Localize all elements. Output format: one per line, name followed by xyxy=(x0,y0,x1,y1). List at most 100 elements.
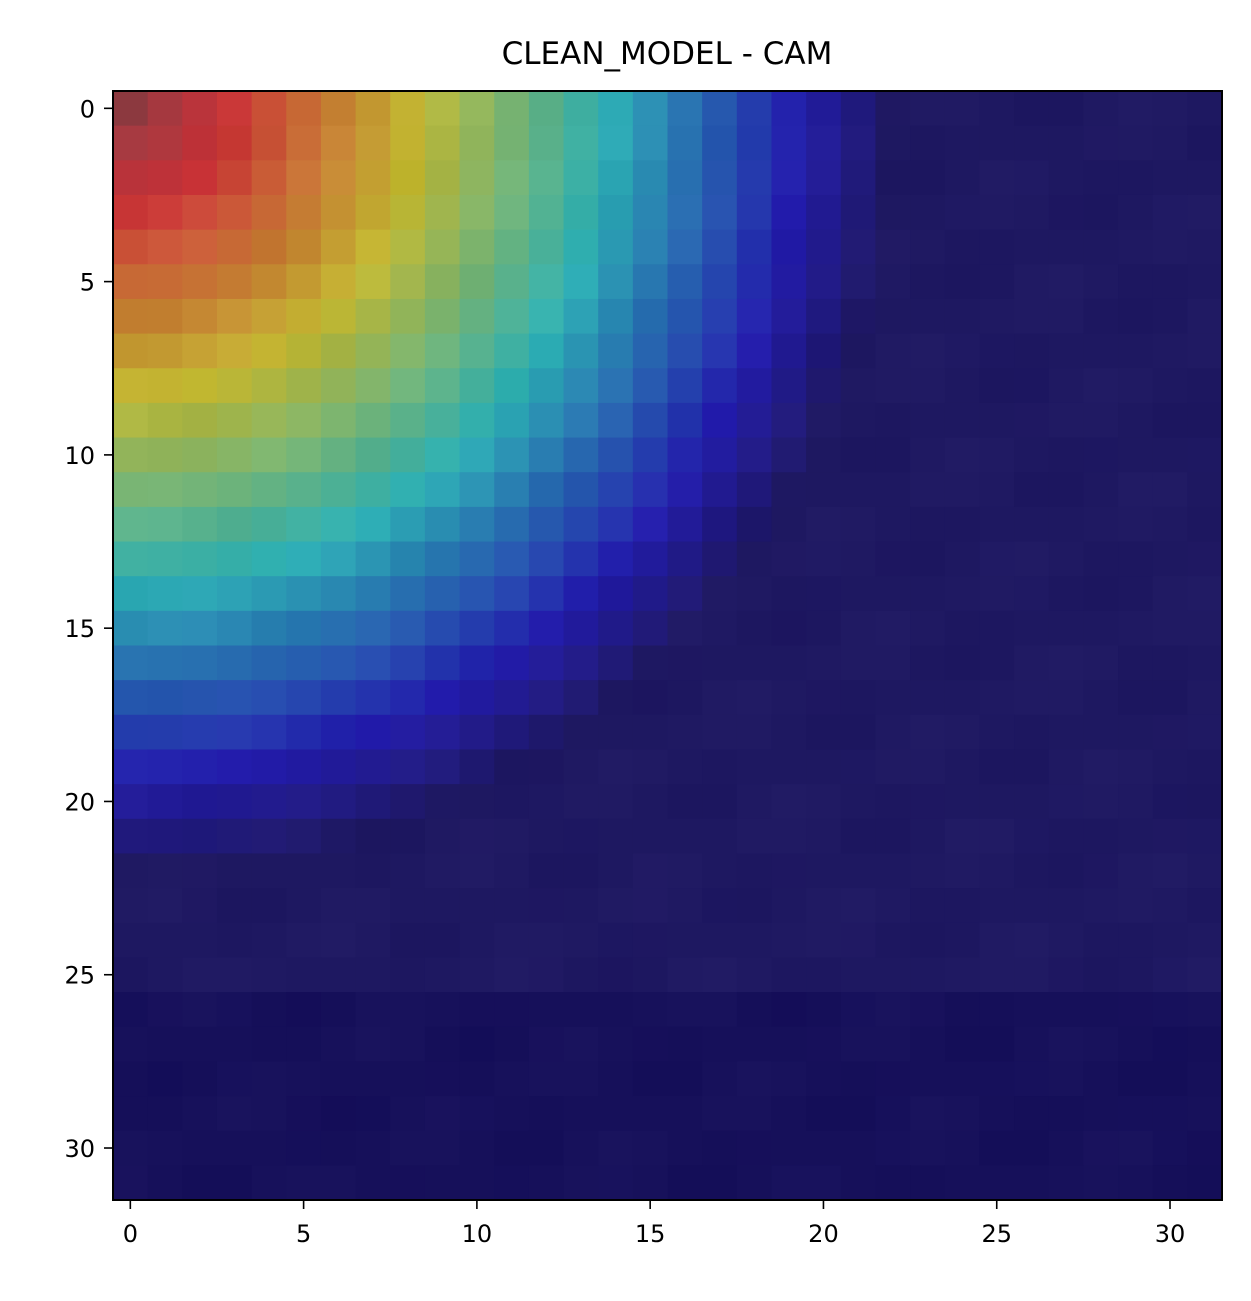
heatmap-cell-14-17 xyxy=(702,576,738,612)
heatmap-cell-19-26 xyxy=(1014,749,1050,785)
heatmap-cell-0-21 xyxy=(840,91,877,127)
heatmap-cell-22-26 xyxy=(1014,853,1050,889)
heatmap-cell-9-27 xyxy=(1048,402,1084,439)
heatmap-cell-24-29 xyxy=(1118,922,1154,959)
heatmap-cell-16-30 xyxy=(1152,645,1188,681)
heatmap-cell-24-22 xyxy=(875,922,911,959)
heatmap-cell-1-6 xyxy=(320,125,357,161)
heatmap-cell-13-8 xyxy=(390,541,426,577)
heatmap-cell-2-26 xyxy=(1014,160,1050,196)
heatmap-cell-12-17 xyxy=(702,506,738,543)
heatmap-cell-6-19 xyxy=(771,298,807,335)
heatmap-cell-23-18 xyxy=(736,888,773,924)
heatmap-cell-2-21 xyxy=(840,160,877,196)
heatmap-cell-18-23 xyxy=(910,714,946,751)
heatmap-cell-18-7 xyxy=(355,714,391,751)
heatmap-cell-12-2 xyxy=(182,506,218,543)
heatmap-cell-25-26 xyxy=(1014,957,1050,993)
heatmap-cell-10-8 xyxy=(390,437,426,473)
heatmap-cell-4-0 xyxy=(113,229,149,265)
heatmap-cell-17-0 xyxy=(113,680,149,716)
heatmap-cell-16-1 xyxy=(147,645,183,681)
heatmap-cell-18-1 xyxy=(147,714,183,751)
heatmap-cell-21-12 xyxy=(528,818,565,855)
heatmap-cell-24-4 xyxy=(251,922,287,959)
heatmap-cell-29-25 xyxy=(979,1096,1015,1132)
heatmap-cell-15-1 xyxy=(147,610,183,647)
heatmap-cell-5-14 xyxy=(598,264,634,300)
heatmap-cell-1-9 xyxy=(424,125,461,161)
heatmap-cell-20-0 xyxy=(113,784,149,820)
heatmap-cell-14-9 xyxy=(424,576,461,612)
heatmap-cell-0-14 xyxy=(598,91,634,127)
heatmap-cell-17-2 xyxy=(182,680,218,716)
heatmap-cell-31-16 xyxy=(667,1165,703,1201)
heatmap-cell-24-0 xyxy=(113,922,149,959)
heatmap-cell-13-24 xyxy=(944,541,981,577)
heatmap-cell-20-9 xyxy=(424,784,461,820)
heatmap-cell-1-21 xyxy=(840,125,877,161)
heatmap-cell-29-3 xyxy=(216,1096,253,1132)
heatmap-cell-21-27 xyxy=(1048,818,1084,855)
x-tick-label: 15 xyxy=(635,1220,666,1248)
heatmap-cell-18-24 xyxy=(944,714,981,751)
heatmap-cell-7-13 xyxy=(563,333,599,369)
heatmap-cell-0-5 xyxy=(286,91,322,127)
heatmap-cell-21-18 xyxy=(736,818,773,855)
heatmap-cell-17-9 xyxy=(424,680,461,716)
heatmap-cell-15-30 xyxy=(1152,610,1188,647)
heatmap-cell-16-27 xyxy=(1048,645,1084,681)
heatmap-cell-15-19 xyxy=(771,610,807,647)
heatmap-cell-28-6 xyxy=(320,1061,357,1097)
heatmap-cell-9-7 xyxy=(355,402,391,439)
heatmap-cell-1-14 xyxy=(598,125,634,161)
heatmap-cell-28-27 xyxy=(1048,1061,1084,1097)
heatmap-cell-0-22 xyxy=(875,91,911,127)
heatmap-cell-27-4 xyxy=(251,1026,287,1062)
heatmap-cell-27-6 xyxy=(320,1026,357,1062)
heatmap-cell-25-29 xyxy=(1118,957,1154,993)
heatmap-cell-12-24 xyxy=(944,506,981,543)
x-axis: 0 5 10 15 20 25 30 xyxy=(123,1200,1185,1248)
heatmap-cell-22-19 xyxy=(771,853,807,889)
heatmap-cell-1-18 xyxy=(736,125,773,161)
heatmap-cell-16-7 xyxy=(355,645,391,681)
heatmap-cell-19-0 xyxy=(113,749,149,785)
heatmap-cell-1-20 xyxy=(806,125,842,161)
heatmap-cell-26-12 xyxy=(528,992,565,1028)
heatmap-cell-20-16 xyxy=(667,784,703,820)
heatmap-cell-25-27 xyxy=(1048,957,1084,993)
heatmap-cell-19-13 xyxy=(563,749,599,785)
heatmap-cell-22-13 xyxy=(563,853,599,889)
heatmap-cell-2-4 xyxy=(251,160,287,196)
heatmap-cell-17-11 xyxy=(494,680,530,716)
heatmap-cell-24-27 xyxy=(1048,922,1084,959)
heatmap-cell-21-20 xyxy=(806,818,842,855)
heatmap-cell-19-7 xyxy=(355,749,391,785)
heatmap-cell-4-25 xyxy=(979,229,1015,265)
heatmap-cell-8-30 xyxy=(1152,368,1188,404)
heatmap-cell-14-13 xyxy=(563,576,599,612)
heatmap-cell-12-14 xyxy=(598,506,634,543)
heatmap-cell-30-24 xyxy=(944,1130,981,1166)
heatmap-cell-31-23 xyxy=(910,1165,946,1201)
heatmap-cell-27-26 xyxy=(1014,1026,1050,1062)
heatmap-cell-9-21 xyxy=(840,402,877,439)
y-tick-label: 10 xyxy=(64,442,95,470)
heatmap-cell-20-19 xyxy=(771,784,807,820)
heatmap-cell-12-15 xyxy=(632,506,669,543)
heatmap-cell-18-17 xyxy=(702,714,738,751)
heatmap-cell-24-14 xyxy=(598,922,634,959)
heatmap-cell-13-19 xyxy=(771,541,807,577)
heatmap-cell-13-25 xyxy=(979,541,1015,577)
heatmap-cell-26-10 xyxy=(459,992,495,1028)
heatmap-cell-1-27 xyxy=(1048,125,1084,161)
heatmap-cell-13-22 xyxy=(875,541,911,577)
heatmap-cell-6-15 xyxy=(632,298,669,335)
heatmap-cell-14-15 xyxy=(632,576,669,612)
heatmap-cell-16-25 xyxy=(979,645,1015,681)
heatmap-cell-24-7 xyxy=(355,922,391,959)
heatmap-cell-31-15 xyxy=(632,1165,669,1201)
heatmap-cell-24-2 xyxy=(182,922,218,959)
